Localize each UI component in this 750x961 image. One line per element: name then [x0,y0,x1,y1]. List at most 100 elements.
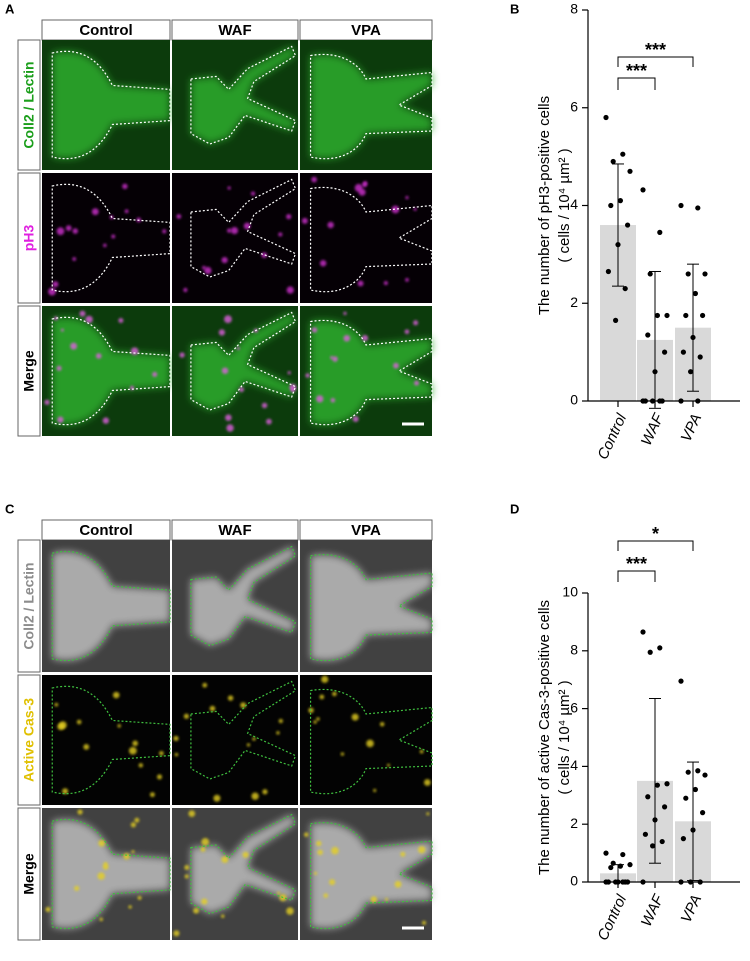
stain-dot [357,280,364,287]
stain-dot [56,365,62,371]
data-point [678,879,684,885]
stain-dot [188,810,196,817]
tissue-outline [191,180,296,278]
image-background [42,675,170,805]
x-tick-label: WAF [638,410,668,448]
stain-dot [59,721,67,729]
y-tick-label: 4 [570,196,578,212]
tissue-glow [52,317,170,425]
y-tick-label: 4 [570,757,578,773]
tissue-halo [300,808,432,940]
stain-dot [227,695,234,701]
stain-dot [327,221,334,229]
stain-dot [304,832,309,837]
stain-dot [286,286,294,294]
stain-dot [48,287,56,296]
data-point [657,645,663,651]
stain-dot [128,905,132,909]
tissue-outline [191,815,296,914]
stain-dot [83,743,90,750]
stain-dot [57,416,64,423]
data-point [608,202,614,209]
tissue-outline [311,320,432,424]
panel-label: A [5,1,15,16]
stain-dot [224,315,232,324]
data-point [642,831,649,837]
y-tick-label: 10 [562,584,578,600]
data-point [615,242,621,248]
data-point [692,786,699,793]
stain-dot [79,310,86,317]
stain-dot [413,320,419,326]
row-label-box [17,172,41,304]
image-background [42,173,170,303]
stain-dot [122,183,128,190]
data-point [664,312,670,319]
tissue-outline [311,187,432,291]
stain-dot [200,846,206,852]
stain-dot [130,822,137,828]
data-point [613,317,619,323]
y-tick-label: 0 [570,392,578,408]
significance-label: *** [626,554,647,574]
stain-dot [246,743,251,747]
row-label-box [17,305,41,437]
stain-dot [361,334,369,342]
data-point [702,271,708,277]
micrograph [172,808,298,940]
stain-dot [112,691,120,699]
micrograph [42,540,170,672]
tissue-glow [52,51,170,159]
micrograph [172,40,298,170]
row-label-box [17,807,41,941]
data-point [695,205,701,211]
stain-dot [131,850,135,854]
stain-dot [393,362,399,369]
y-tick-label: 6 [570,98,578,114]
stain-dot [351,713,359,721]
data-point [685,271,691,277]
row-label: Merge [21,350,37,391]
panel-label: C [5,501,15,516]
data-point [678,398,684,404]
image-background [172,675,298,805]
tissue-outline [52,820,170,929]
data-point [700,810,706,816]
stain-dot [173,930,180,937]
stain-dot [65,225,72,232]
tissue-outline [191,547,296,646]
stain-dot [391,205,400,214]
stain-dot [404,329,410,335]
stain-dot [405,195,409,200]
data-point [625,222,631,228]
x-tick-label: VPA [678,892,706,925]
stain-dot [202,682,208,688]
micrograph [172,540,298,672]
tissue-glow [190,312,296,410]
stain-dot [261,402,268,409]
stain-dot [385,897,389,901]
stain-dot [311,176,317,183]
stain-dot [343,334,351,342]
significance-bracket [617,56,694,67]
row-label-box [17,539,41,673]
stain-dot [221,914,225,919]
stain-dot [156,774,163,780]
tissue-halo [172,40,298,170]
stain-dot [226,424,234,432]
stain-dot [85,315,93,324]
tissue-outline [311,54,432,158]
stain-dot [53,316,58,321]
data-point [613,879,619,885]
column-header: VPA [351,22,381,39]
stain-dot [138,763,144,768]
stain-dot [316,840,322,847]
y-tick-label: 8 [570,1,578,17]
stain-dot [209,705,216,712]
significance-label: * [652,524,659,544]
data-point [610,860,616,866]
data-point [690,827,696,833]
stain-dot [358,188,366,196]
tissue-glow [190,814,296,914]
column-header: WAF [218,22,251,39]
